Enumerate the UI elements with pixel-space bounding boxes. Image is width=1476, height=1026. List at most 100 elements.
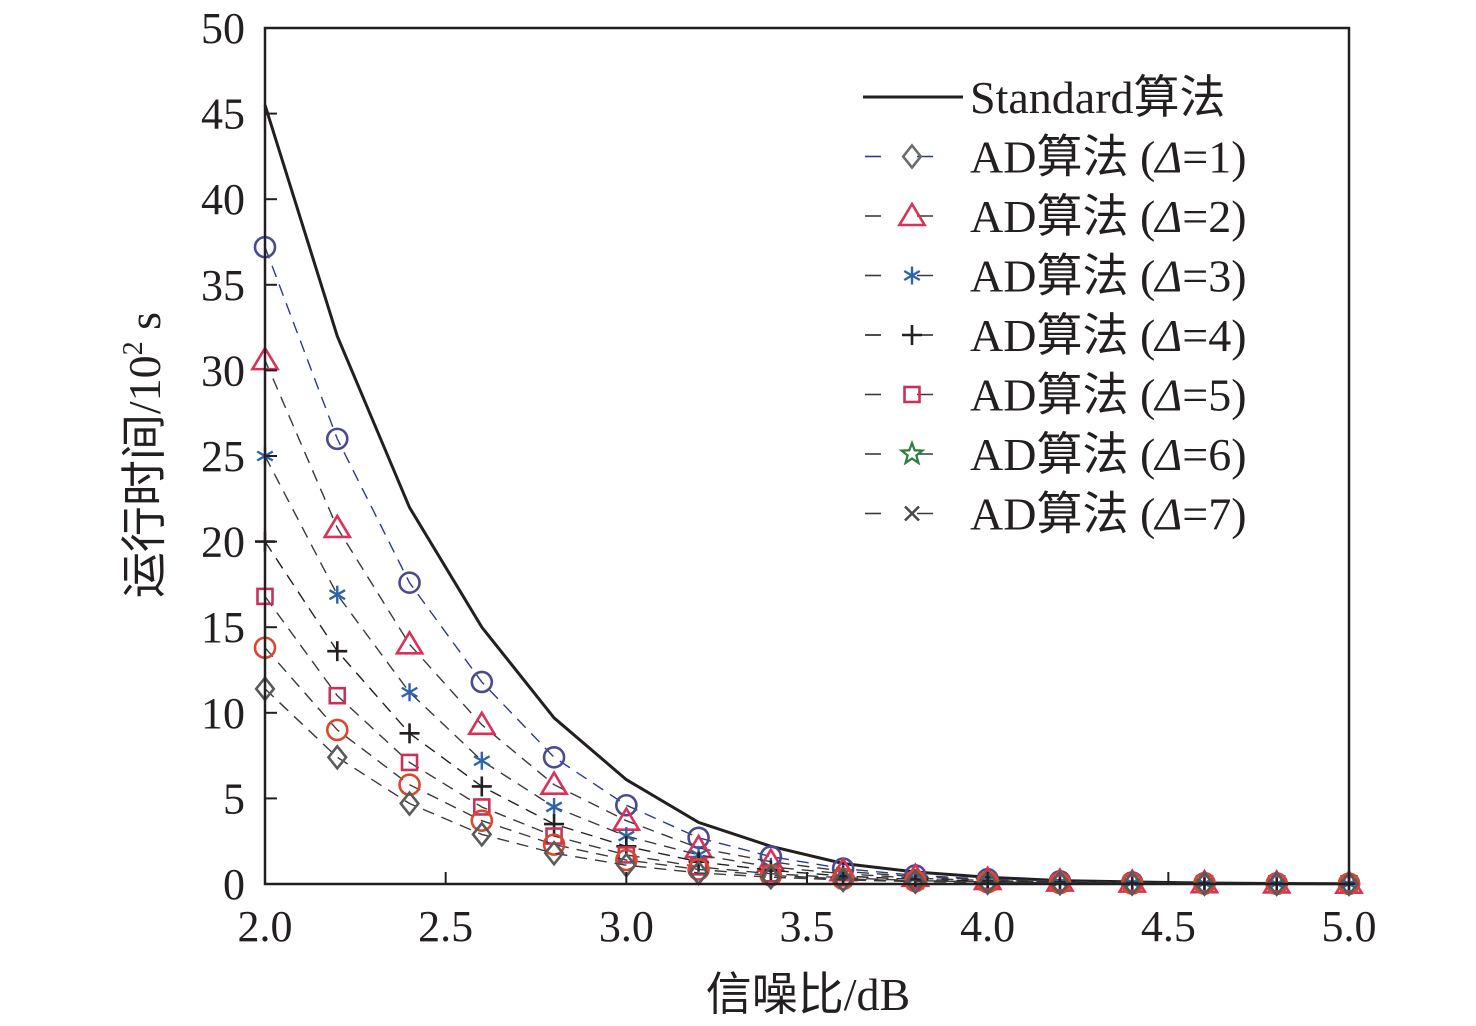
- series-7-point-2: [399, 790, 420, 817]
- y-tick-label-8: 40: [201, 175, 245, 224]
- y-axis-label: 运行时间/102 s: [118, 312, 170, 598]
- series-6-point-5: [615, 848, 638, 872]
- legend-label-1-post: =1): [1182, 132, 1246, 183]
- series-3-point-3: [473, 751, 491, 770]
- legend-label-6-post: =6): [1182, 429, 1246, 480]
- series-7-point-11: [1049, 870, 1071, 897]
- series-5-point-1: [328, 686, 347, 705]
- series-5: [256, 587, 1358, 893]
- series-2-point-3: [466, 710, 497, 736]
- series-7-point-12: [1121, 870, 1143, 897]
- series-7: [254, 675, 1360, 897]
- legend-label-4-pre: AD算法 (: [970, 310, 1155, 361]
- legend-item-2: AD算法 (Δ=2): [863, 191, 1247, 242]
- legend-label-6-delta: Δ: [1153, 429, 1182, 480]
- legend-marker-5: [903, 385, 921, 404]
- legend-label-5-pre: AD算法 (: [970, 370, 1155, 421]
- legend-marker-1: [901, 143, 923, 170]
- legend-label-2-delta: Δ: [1153, 191, 1182, 242]
- y-tick-label-5: 25: [201, 432, 245, 481]
- series-1-point-2: [398, 571, 421, 594]
- y-axis-label-unit: s: [119, 312, 170, 341]
- legend-label-7-delta: Δ: [1153, 489, 1182, 540]
- series-4-point-4: [544, 814, 565, 835]
- legend-label-3: AD算法 (Δ=3): [970, 251, 1247, 302]
- legend-item-0: Standard算法: [863, 72, 1226, 123]
- legend-item-1: AD算法 (Δ=1): [863, 132, 1247, 183]
- series-2-point-2: [394, 629, 425, 655]
- legend-label-1: AD算法 (Δ=1): [970, 132, 1247, 183]
- series-7-point-9: [904, 868, 926, 895]
- x-axis-label: 信噪比/dB: [706, 969, 910, 1020]
- series-4-point-2: [399, 723, 420, 744]
- legend-marker-4: [902, 325, 922, 345]
- series-4-line: [264, 541, 1350, 885]
- series-3-point-4: [545, 797, 563, 816]
- legend-label-4-post: =4): [1182, 310, 1246, 361]
- legend-item-4: AD算法 (Δ=4): [863, 310, 1247, 361]
- series-7-point-8: [832, 866, 854, 893]
- series-1-line: [264, 246, 1350, 885]
- y-tick-label-6: 30: [201, 346, 245, 395]
- y-tick-label-3: 15: [201, 603, 245, 652]
- series-3-point-1: [328, 585, 346, 604]
- legend-label-1-pre: AD算法 (: [970, 132, 1155, 183]
- x-tick-label-0: 2.0: [238, 902, 293, 951]
- x-tick-label-1: 2.5: [418, 902, 473, 951]
- x-tick-label-2: 3.0: [599, 902, 654, 951]
- series-2-point-4: [539, 770, 569, 796]
- legend-label-3-post: =3): [1182, 251, 1246, 302]
- legend-marker-6: [898, 439, 926, 466]
- series-6-point-6: [687, 858, 710, 881]
- legend-label-7-post: =7): [1182, 489, 1246, 540]
- y-tick-label-1: 5: [223, 774, 245, 823]
- legend-label-4-delta: Δ: [1153, 310, 1182, 361]
- axis-ticks: 2.0 2.5 3.0 3.5 4.0 4.5 5.0 0 5 10 15 20 25 30 35 40 45 5…: [201, 4, 1377, 951]
- series-4: [255, 531, 1359, 894]
- legend-item-3: AD算法 (Δ=3): [863, 251, 1247, 302]
- legend-marker-2: [897, 201, 927, 227]
- y-tick-label-2: 10: [201, 689, 245, 738]
- series-3-point-2: [401, 683, 418, 702]
- series-7-point-1: [326, 744, 348, 771]
- series-7-point-15: [1338, 870, 1360, 897]
- legend-label-5-delta: Δ: [1153, 370, 1182, 421]
- x-tick-label-3: 3.5: [780, 902, 835, 951]
- legend-marker-3: [903, 266, 921, 285]
- series-7-point-13: [1194, 870, 1215, 897]
- legend-item-7: AD算法 (Δ=7): [863, 489, 1247, 540]
- legend-label-5: AD算法 (Δ=5): [970, 370, 1247, 421]
- y-tick-label-10: 50: [201, 4, 245, 53]
- series-1-point-1: [325, 427, 349, 451]
- legend-label-0-pre: Standard算法: [970, 72, 1226, 123]
- legend-label-5-post: =5): [1182, 370, 1246, 421]
- series-1-point-3: [470, 670, 494, 694]
- legend-item-5: AD算法 (Δ=5): [863, 370, 1247, 421]
- series-6-point-1: [325, 718, 349, 742]
- series-2-point-1: [322, 513, 353, 539]
- y-axis-label-sup: 2: [118, 341, 149, 355]
- x-tick-label-6: 5.0: [1322, 902, 1377, 951]
- series-6-line: [264, 647, 1349, 885]
- x-tick-label-5: 4.5: [1141, 902, 1196, 951]
- series-6-point-2: [398, 773, 421, 797]
- y-axis-label-main: 运行时间/10: [119, 355, 170, 598]
- y-tick-label-7: 35: [201, 261, 245, 310]
- series-1-point-4: [542, 746, 566, 769]
- series-7-point-10: [977, 869, 999, 896]
- series-7-point-3: [471, 821, 493, 848]
- legend-label-6-pre: AD算法 (: [970, 429, 1155, 480]
- series-7-line: [264, 688, 1349, 885]
- series-5-point-2: [400, 753, 419, 772]
- series-7-point-14: [1266, 870, 1288, 897]
- y-tick-label-9: 45: [201, 90, 245, 139]
- legend-label-7-pre: AD算法 (: [970, 489, 1155, 540]
- legend-item-6: AD算法 (Δ=6): [863, 429, 1247, 480]
- legend-label-3-pre: AD算法 (: [970, 251, 1155, 302]
- legend-marker-7: [904, 505, 920, 522]
- legend-label-7: AD算法 (Δ=7): [970, 489, 1247, 540]
- legend-label-2-post: =2): [1182, 191, 1246, 242]
- y-tick-label-4: 20: [201, 518, 245, 567]
- series-5-line: [264, 595, 1349, 885]
